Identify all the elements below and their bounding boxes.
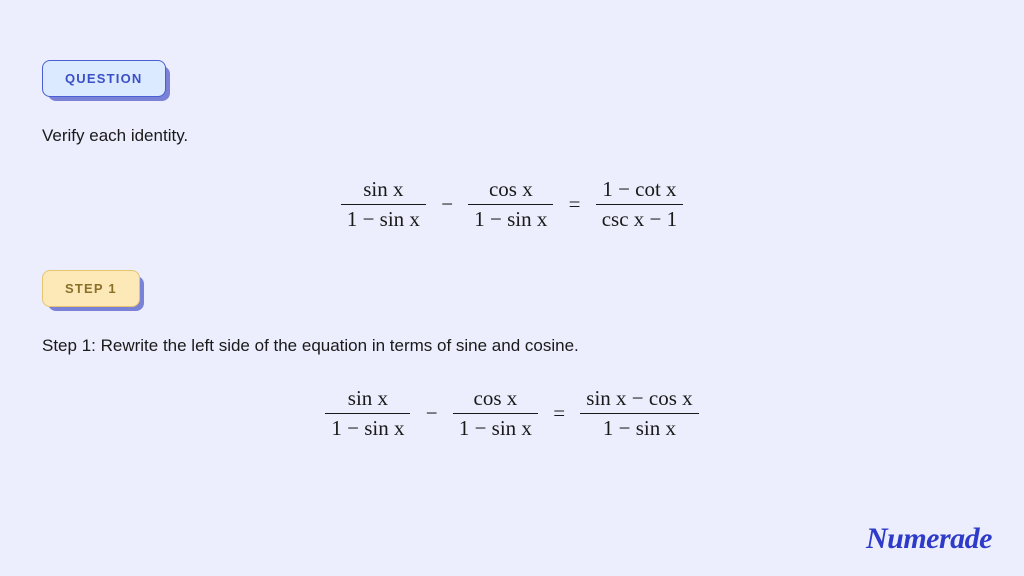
s1-frac2: cos x 1 − sin x	[453, 386, 538, 441]
s1-rhs-den: 1 − sin x	[580, 414, 698, 441]
question-badge-label: QUESTION	[65, 71, 143, 86]
s1-frac2-num: cos x	[453, 386, 538, 414]
question-equation: sin x 1 − sin x − cos x 1 − sin x = 1 − …	[42, 177, 982, 232]
q-rhs: 1 − cot x csc x − 1	[596, 177, 683, 232]
q-frac2-den: 1 − sin x	[468, 205, 553, 232]
q-frac1: sin x 1 − sin x	[341, 177, 426, 232]
question-badge: QUESTION	[42, 60, 166, 97]
s1-frac1: sin x 1 − sin x	[325, 386, 410, 441]
brand-logo: Numerade	[866, 522, 992, 556]
s1-frac1-num: sin x	[325, 386, 410, 414]
q-rhs-num: 1 − cot x	[596, 177, 683, 205]
step1-equation: sin x 1 − sin x − cos x 1 − sin x = sin …	[42, 386, 982, 441]
q-frac1-num: sin x	[341, 177, 426, 205]
q-frac2-num: cos x	[468, 177, 553, 205]
step1-prompt: Step 1: Rewrite the left side of the equ…	[42, 333, 982, 359]
step1-badge: STEP 1	[42, 270, 140, 307]
s1-frac2-den: 1 − sin x	[453, 414, 538, 441]
s1-equals: =	[553, 401, 565, 426]
s1-rhs-num: sin x − cos x	[580, 386, 698, 414]
s1-frac1-den: 1 − sin x	[325, 414, 410, 441]
s1-minus: −	[426, 401, 438, 426]
step1-badge-label: STEP 1	[65, 281, 117, 296]
q-equals: =	[569, 192, 581, 217]
s1-rhs: sin x − cos x 1 − sin x	[580, 386, 698, 441]
q-rhs-den: csc x − 1	[596, 205, 683, 232]
main-content: QUESTION Verify each identity. sin x 1 −…	[0, 0, 1024, 441]
q-minus: −	[441, 192, 453, 217]
q-frac1-den: 1 − sin x	[341, 205, 426, 232]
question-prompt: Verify each identity.	[42, 123, 982, 149]
q-frac2: cos x 1 − sin x	[468, 177, 553, 232]
